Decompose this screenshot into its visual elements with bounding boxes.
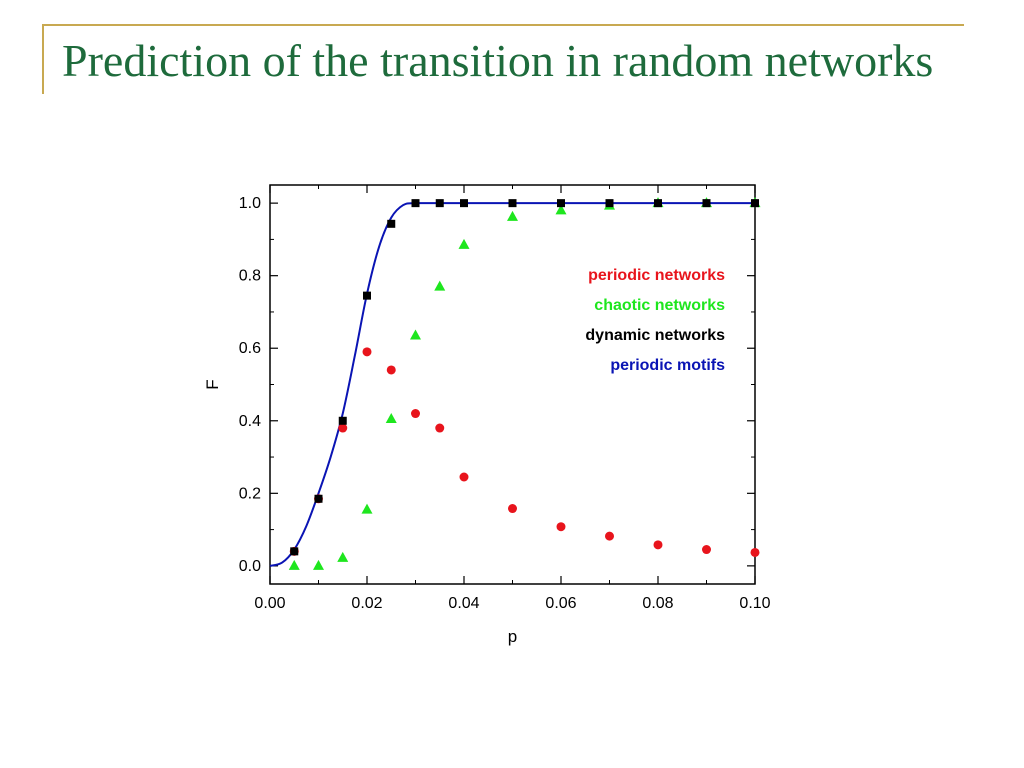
point-dynamic-networks (338, 416, 347, 425)
slide-title: Prediction of the transition in random n… (62, 35, 934, 86)
point-dynamic-networks (460, 199, 468, 208)
title-rule-left (42, 24, 44, 94)
point-periodic-networks (435, 423, 445, 433)
point-periodic-networks (605, 531, 614, 541)
point-chaotic-networks (555, 204, 567, 215)
x-tick-label: 0.00 (254, 595, 285, 612)
point-periodic-networks (386, 365, 396, 375)
point-periodic-networks (459, 472, 469, 482)
point-periodic-networks (362, 347, 372, 357)
point-dynamic-networks (411, 199, 420, 208)
point-dynamic-networks (363, 291, 371, 300)
legend-entry-periodic-networks: periodic networks (588, 267, 725, 284)
point-chaotic-networks (434, 280, 446, 291)
x-tick-label: 0.10 (739, 595, 770, 612)
y-tick-label: 0.0 (239, 558, 261, 575)
point-periodic-networks (750, 547, 760, 557)
point-periodic-networks (338, 423, 348, 433)
point-chaotic-networks (458, 238, 470, 249)
point-chaotic-networks (361, 503, 373, 514)
point-dynamic-networks (605, 199, 614, 208)
point-dynamic-networks (751, 199, 759, 208)
x-axis-title: p (508, 627, 517, 646)
legend-entry-periodic-motifs: periodic motifs (610, 357, 725, 374)
point-periodic-networks (508, 504, 517, 514)
point-chaotic-networks (313, 559, 324, 570)
point-dynamic-networks (314, 494, 323, 503)
x-tick-label: 0.08 (642, 595, 673, 612)
point-periodic-networks (702, 545, 711, 555)
point-periodic-networks (653, 540, 663, 550)
y-axis-title: F (203, 379, 222, 389)
y-tick-label: 0.4 (239, 413, 261, 430)
y-tick-label: 0.6 (239, 340, 261, 357)
x-tick-label: 0.04 (448, 595, 479, 612)
point-dynamic-networks (557, 199, 565, 208)
point-chaotic-networks (337, 551, 349, 562)
y-tick-label: 1.0 (239, 195, 261, 212)
y-tick-label: 0.8 (239, 268, 261, 285)
point-periodic-networks (556, 522, 566, 532)
x-tick-label: 0.06 (545, 595, 576, 612)
point-chaotic-networks (507, 210, 518, 221)
point-dynamic-networks (435, 199, 444, 208)
y-tick-label: 0.2 (239, 485, 261, 502)
plot-frame (269, 184, 756, 585)
point-chaotic-networks (288, 559, 300, 570)
point-dynamic-networks (654, 199, 662, 208)
point-dynamic-networks (702, 199, 711, 208)
point-periodic-networks (411, 409, 420, 419)
point-dynamic-networks (290, 547, 299, 556)
title-rule-top (42, 24, 964, 26)
legend-entry-dynamic-networks: dynamic networks (585, 327, 725, 344)
series-line-periodic-motifs (269, 202, 755, 567)
point-chaotic-networks (385, 412, 397, 423)
x-tick-label: 0.02 (351, 595, 382, 612)
legend-entry-chaotic-networks: chaotic networks (594, 297, 725, 314)
point-chaotic-networks (410, 329, 421, 340)
point-dynamic-networks (387, 219, 396, 228)
point-dynamic-networks (508, 199, 517, 208)
